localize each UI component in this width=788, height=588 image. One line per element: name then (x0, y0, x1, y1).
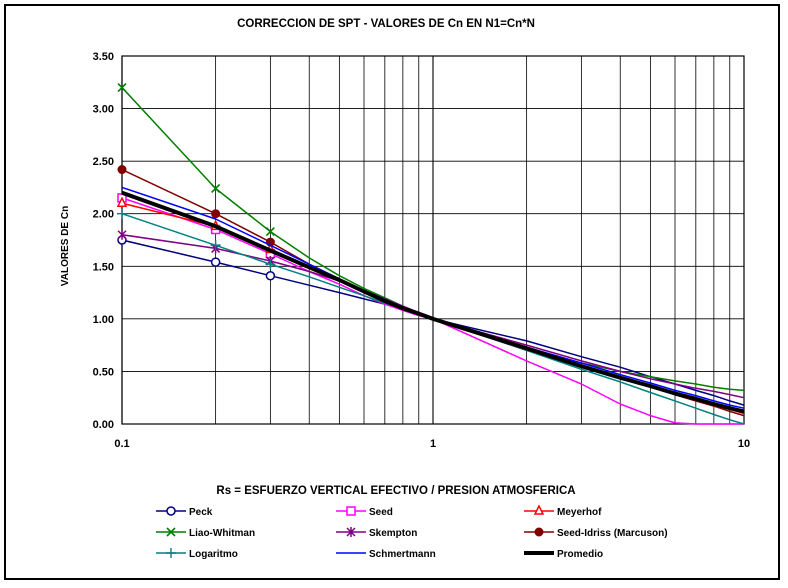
data-point (166, 548, 176, 558)
data-point (346, 527, 356, 537)
y-tick-label: 1.00 (93, 314, 114, 326)
legend-item: Seed (336, 506, 393, 518)
plot-area (116, 82, 745, 425)
y-tick-label: 0.00 (93, 419, 114, 431)
legend-item: Schmertmann (336, 549, 436, 560)
series-promedio (121, 190, 745, 414)
legend-label: Peck (189, 507, 213, 518)
chart: CORRECCION DE SPT - VALORES DE Cn EN N1=… (60, 18, 751, 560)
y-tick-label: 0.50 (93, 366, 114, 378)
legend-label: Logaritmo (189, 549, 238, 560)
y-tick-label: 1.50 (93, 261, 114, 273)
legend-item: Logaritmo (156, 548, 238, 560)
data-point (117, 165, 127, 175)
grid (121, 55, 745, 425)
data-point (117, 229, 127, 240)
legend-item: Skempton (336, 527, 417, 539)
chart-frame: CORRECCION DE SPT - VALORES DE Cn EN N1=… (4, 4, 780, 580)
legend-label: Liao-Whitman (189, 528, 255, 539)
data-point (265, 227, 275, 237)
data-point (117, 208, 127, 219)
legend-label: Seed-Idriss (Marcuson) (557, 528, 668, 539)
data-point (265, 270, 276, 281)
data-point (534, 527, 544, 537)
data-point (117, 82, 127, 93)
axis-ticks: 0.00 0.50 1.00 1.50 2.00 2.50 3.00 3.50 0.1 1 10 (93, 51, 751, 450)
legend-label: Schmertmann (369, 549, 436, 560)
legend-label: Meyerhof (557, 507, 602, 518)
x-axis-label: Rs = ESFUERZO VERTICAL EFECTIVO / PRESIO… (216, 485, 575, 497)
data-point (211, 183, 221, 194)
legend: Peck Seed Meyerhof Liao-Whitman Skempton Seed… (156, 504, 668, 560)
legend-item: Seed-Idriss (Marcuson) (524, 527, 668, 539)
data-point (210, 257, 221, 267)
y-tick-label: 3.00 (93, 104, 114, 116)
data-point (116, 196, 128, 207)
legend-label: Promedio (557, 549, 603, 560)
data-point (210, 240, 221, 251)
legend-item: Promedio (524, 549, 603, 560)
x-tick-label: 1 (430, 438, 436, 450)
data-point (346, 506, 356, 516)
x-tick-label: 10 (738, 438, 750, 450)
legend-item: Peck (156, 506, 213, 518)
y-tick-label: 2.00 (93, 209, 114, 221)
series-line (121, 190, 745, 414)
y-axis-label: VALORES DE Cn (60, 206, 71, 286)
chart-title: CORRECCION DE SPT - VALORES DE Cn EN N1=… (237, 18, 535, 30)
y-tick-label: 3.50 (93, 51, 114, 63)
data-point (265, 259, 276, 270)
data-point (166, 506, 176, 516)
legend-label: Skempton (369, 528, 417, 539)
legend-label: Seed (369, 507, 393, 518)
y-tick-label: 2.50 (93, 156, 114, 168)
legend-item: Meyerhof (524, 504, 602, 518)
data-point (211, 209, 221, 219)
data-point (533, 504, 545, 515)
legend-item: Liao-Whitman (156, 527, 255, 539)
data-point (166, 527, 176, 537)
x-tick-label: 0.1 (114, 438, 129, 450)
